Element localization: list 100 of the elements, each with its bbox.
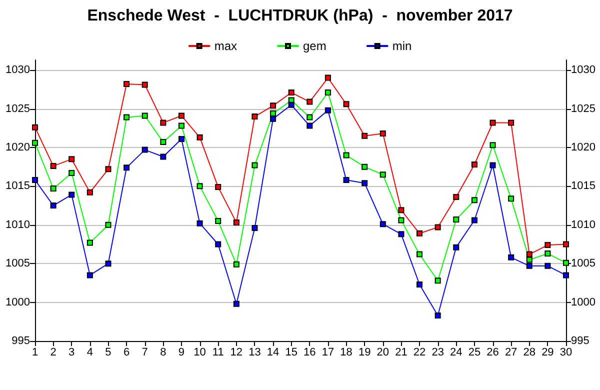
- point: [252, 114, 258, 120]
- point: [68, 170, 75, 176]
- point: [563, 241, 569, 248]
- x-tick-label: 27: [504, 346, 518, 358]
- point: [178, 122, 184, 129]
- point: [233, 261, 240, 268]
- y-tick-label: 1010: [6, 218, 30, 231]
- point: [398, 231, 404, 238]
- point: [105, 260, 112, 267]
- point: [270, 102, 276, 109]
- point: [86, 272, 93, 278]
- point: [105, 222, 112, 228]
- y-tick-label: 1005: [6, 258, 30, 270]
- point: [453, 194, 460, 200]
- x-tick-label: 16: [304, 346, 316, 358]
- x-tick-label: 9: [178, 346, 185, 358]
- point: [362, 180, 368, 186]
- point: [215, 184, 222, 190]
- point: [105, 166, 112, 172]
- point: [306, 114, 313, 120]
- point: [380, 130, 386, 137]
- x-tick-label: 20: [376, 346, 390, 358]
- point: [50, 163, 56, 170]
- x-tick-label: 24: [450, 346, 462, 358]
- point: [544, 250, 551, 257]
- point: [471, 162, 478, 168]
- legend-label: min: [392, 39, 412, 53]
- point: [362, 132, 368, 139]
- point: [233, 300, 240, 307]
- point: [160, 120, 166, 126]
- y-tick-label: 1000: [6, 296, 30, 308]
- point: [196, 183, 203, 190]
- x-tick-label: 8: [160, 346, 166, 358]
- point: [142, 146, 148, 153]
- point: [50, 202, 56, 209]
- x-tick-label: 5: [105, 346, 112, 358]
- point: [398, 217, 404, 224]
- point: [324, 74, 331, 81]
- point: [324, 107, 331, 114]
- point: [544, 242, 551, 248]
- y2-tick-label: 1000: [571, 296, 596, 308]
- point: [288, 102, 294, 108]
- point: [124, 164, 130, 171]
- y-tick-label: 1015: [6, 180, 30, 192]
- y2-tick-label: 1020: [571, 141, 596, 154]
- y-tick-label: 1030: [6, 64, 30, 76]
- x-tick-label: 19: [358, 346, 371, 358]
- point: [32, 124, 38, 130]
- x-tick-label: 28: [523, 346, 536, 358]
- point: [471, 197, 478, 204]
- point: [490, 120, 496, 126]
- point: [343, 176, 350, 183]
- x-tick-label: 13: [248, 346, 261, 358]
- y-tick-label: 995: [12, 335, 30, 347]
- point: [178, 136, 184, 142]
- point: [196, 220, 203, 226]
- point: [215, 241, 222, 248]
- point: [215, 218, 222, 224]
- x-tick-label: 1: [32, 346, 38, 358]
- legend-label: gem: [302, 39, 326, 53]
- point: [490, 162, 496, 168]
- point: [490, 142, 496, 148]
- point: [434, 278, 441, 284]
- x-tick-label: 12: [230, 346, 243, 358]
- point: [32, 176, 38, 183]
- x-tick-label: 30: [560, 346, 572, 358]
- x-tick-label: 6: [123, 346, 130, 358]
- x-tick-label: 21: [395, 346, 408, 358]
- point: [86, 189, 93, 196]
- point: [252, 224, 258, 231]
- x-tick-label: 25: [468, 346, 481, 358]
- point: [68, 156, 75, 162]
- x-tick-label: 10: [194, 346, 206, 358]
- point: [343, 101, 350, 108]
- point: [86, 240, 93, 246]
- point: [380, 221, 386, 228]
- x-tick-label: 22: [413, 346, 426, 358]
- x-tick-label: 4: [86, 346, 93, 358]
- y2-tick-label: 1025: [571, 102, 596, 115]
- x-tick-label: 23: [432, 346, 444, 358]
- point: [142, 82, 148, 88]
- y-tick-label: 1025: [6, 102, 30, 115]
- y2-tick-label: 1015: [571, 180, 596, 192]
- point: [196, 134, 203, 140]
- y2-tick-label: 1010: [571, 218, 596, 231]
- x-tick-label: 26: [486, 346, 499, 358]
- point: [416, 281, 423, 288]
- point: [288, 90, 294, 96]
- point: [252, 162, 258, 168]
- point: [306, 122, 313, 129]
- point: [124, 80, 130, 87]
- point: [32, 140, 38, 146]
- point: [233, 220, 240, 226]
- point: [544, 262, 551, 269]
- x-tick-label: 7: [142, 346, 148, 358]
- point: [563, 272, 569, 278]
- point: [178, 112, 184, 119]
- point: [380, 172, 386, 178]
- point: [270, 116, 276, 122]
- point: [526, 256, 532, 263]
